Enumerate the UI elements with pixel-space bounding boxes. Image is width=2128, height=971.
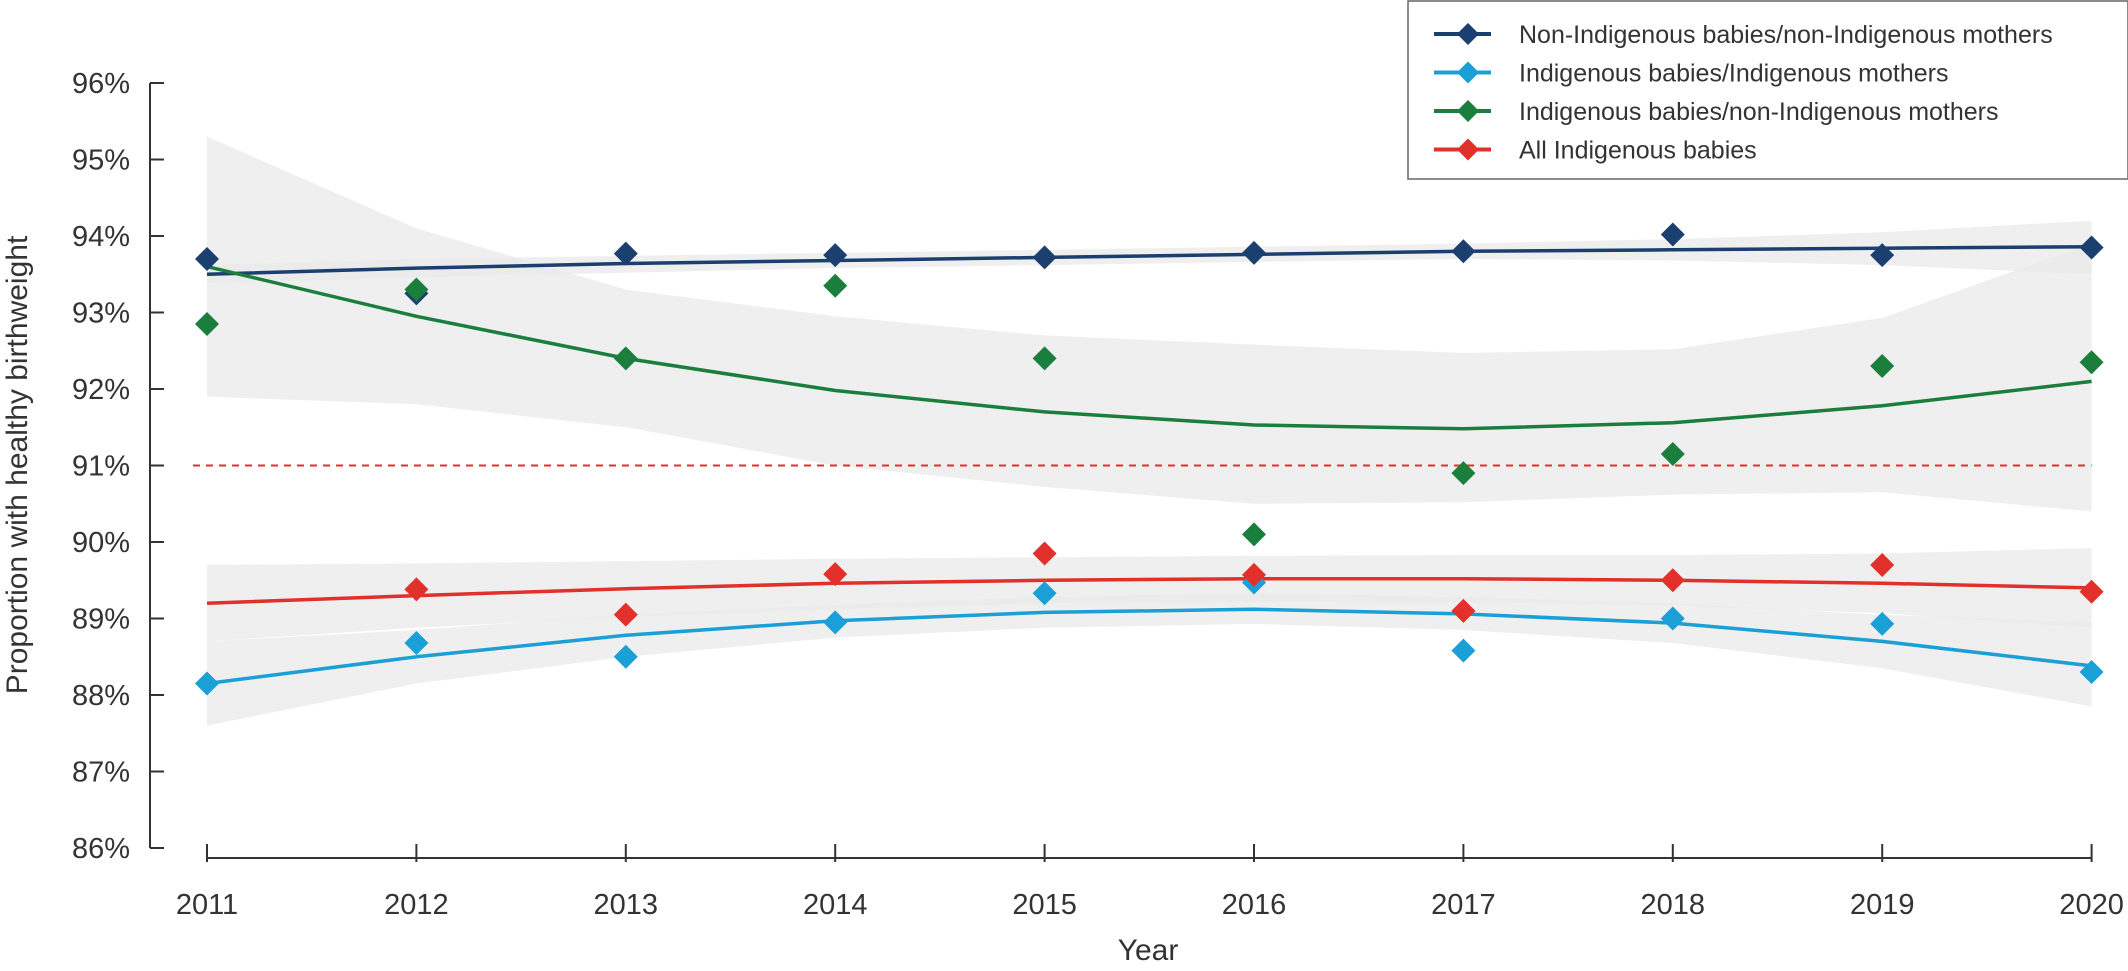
data-point-indigenous-babies-indigenous-mothers [1660, 606, 1685, 631]
data-point-indigenous-babies-non-indigenous-mothers [1032, 346, 1057, 371]
data-point-indigenous-babies-non-indigenous-mothers [1660, 442, 1685, 467]
y-tick-label: 86% [72, 833, 130, 865]
trend-line-indigenous-babies-non-indigenous-mothers [206, 264, 2092, 431]
y-tick-label: 94% [72, 221, 130, 253]
y-tick-label: 95% [72, 145, 130, 177]
data-point-all-indigenous-babies [1242, 562, 1266, 587]
x-tick-label: 2018 [1641, 889, 1706, 921]
data-point-indigenous-babies-indigenous-mothers [1870, 611, 1895, 636]
data-point-non-indigenous-babies-non-indigenous-mothers [2079, 235, 2104, 260]
legend-marker [1457, 100, 1479, 122]
x-tick-label: 2015 [1012, 889, 1077, 921]
confidence-band-indigenous-babies-indigenous-mothers [207, 593, 2092, 726]
data-point-indigenous-babies-indigenous-mothers [823, 610, 848, 635]
y-tick-label: 91% [72, 451, 130, 483]
legend-label: Non-Indigenous babies/non-Indigenous mot… [1519, 21, 2053, 49]
confidence-band-indigenous-babies-non-indigenous-mothers [207, 136, 2092, 512]
x-tick-label: 2014 [803, 889, 868, 921]
data-point-indigenous-babies-indigenous-mothers [404, 630, 429, 655]
data-point-indigenous-babies-non-indigenous-mothers [404, 277, 429, 302]
legend-items: Non-Indigenous babies/non-Indigenous mot… [1434, 21, 2053, 165]
data-point-non-indigenous-babies-non-indigenous-mothers [613, 241, 638, 266]
data-point-all-indigenous-babies [823, 562, 848, 587]
data-point-indigenous-babies-non-indigenous-mothers [1451, 461, 1476, 486]
x-axis-ticks: 2011 2012 2013 2014 2015 2016 2017 2018 2019 2020 [176, 844, 2124, 921]
data-point-non-indigenous-babies-non-indigenous-mothers [823, 243, 848, 268]
legend-marker [1457, 138, 1479, 161]
y-axis-ticks: 86% 87% 88% 89% 90% 91% 92% 93% 94% 95% 96% [72, 68, 164, 865]
data-point-indigenous-babies-indigenous-mothers [1032, 581, 1057, 606]
legend-label: All Indigenous babies [1519, 137, 1757, 165]
data-point-indigenous-babies-indigenous-mothers [2079, 660, 2104, 685]
trend-line-non-indigenous-babies-non-indigenous-mothers [206, 244, 2092, 277]
legend-box [1407, 0, 2128, 180]
legend-label: Indigenous babies/non-Indigenous mothers [1519, 98, 1999, 126]
x-tick-label: 2012 [384, 889, 449, 921]
data-point-non-indigenous-babies-non-indigenous-mothers [1032, 245, 1057, 270]
data-point-non-indigenous-babies-non-indigenous-mothers [1451, 239, 1476, 264]
y-tick-label: 96% [72, 68, 130, 100]
x-tick-label: 2017 [1431, 889, 1496, 921]
data-point-all-indigenous-babies [2079, 579, 2104, 604]
y-tick-label: 89% [72, 604, 130, 636]
data-point-indigenous-babies-non-indigenous-mothers [613, 346, 638, 371]
data-point-all-indigenous-babies [404, 577, 429, 602]
data-point-non-indigenous-babies-non-indigenous-mothers [1870, 243, 1895, 268]
data-point-indigenous-babies-non-indigenous-mothers [823, 273, 848, 298]
trend-line-all-indigenous-babies [206, 576, 2092, 605]
data-point-indigenous-babies-non-indigenous-mothers [1242, 522, 1266, 547]
y-tick-label: 92% [72, 374, 130, 406]
data-point-non-indigenous-babies-non-indigenous-mothers [1242, 240, 1266, 265]
x-tick-label: 2013 [594, 889, 659, 921]
y-tick-label: 90% [72, 527, 130, 559]
legend-label: Indigenous babies/Indigenous mothers [1519, 60, 1948, 88]
data-point-all-indigenous-babies [1032, 541, 1057, 566]
data-point-indigenous-babies-non-indigenous-mothers [195, 311, 219, 336]
data-point-all-indigenous-babies [1451, 598, 1476, 623]
trend-lines [206, 244, 2092, 686]
legend: Non-Indigenous babies/non-Indigenous mot… [1407, 0, 2128, 180]
confidence-bands [207, 136, 2092, 726]
y-axis-title: Proportion with healthy birthweight [1, 235, 34, 694]
x-tick-label: 2020 [2059, 889, 2124, 921]
data-point-indigenous-babies-indigenous-mothers [613, 644, 638, 669]
data-point-non-indigenous-babies-non-indigenous-mothers [195, 246, 219, 271]
trend-line-indigenous-babies-indigenous-mothers [206, 607, 2092, 686]
data-point-indigenous-babies-non-indigenous-mothers [1870, 354, 1895, 379]
x-tick-label: 2016 [1222, 889, 1287, 921]
y-tick-label: 93% [72, 298, 130, 330]
confidence-band-all-indigenous-babies [207, 548, 2092, 642]
data-points [195, 222, 2104, 696]
x-tick-label: 2011 [176, 889, 238, 921]
data-point-indigenous-babies-indigenous-mothers [1451, 638, 1476, 663]
data-point-all-indigenous-babies [613, 602, 638, 627]
data-point-indigenous-babies-non-indigenous-mothers [2079, 350, 2104, 375]
data-point-all-indigenous-babies [1660, 568, 1685, 593]
x-axis-title: Year [1118, 934, 1179, 967]
legend-marker [1457, 23, 1479, 45]
confidence-band-non-indigenous-babies-non-indigenous-mothers [207, 220, 2092, 284]
y-tick-label: 88% [72, 680, 130, 712]
data-point-all-indigenous-babies [1870, 552, 1895, 577]
y-tick-label: 87% [72, 757, 130, 789]
legend-marker [1457, 61, 1479, 84]
x-tick-label: 2019 [1850, 889, 1915, 921]
data-point-non-indigenous-babies-non-indigenous-mothers [1660, 222, 1685, 247]
data-point-indigenous-babies-indigenous-mothers [195, 671, 219, 696]
